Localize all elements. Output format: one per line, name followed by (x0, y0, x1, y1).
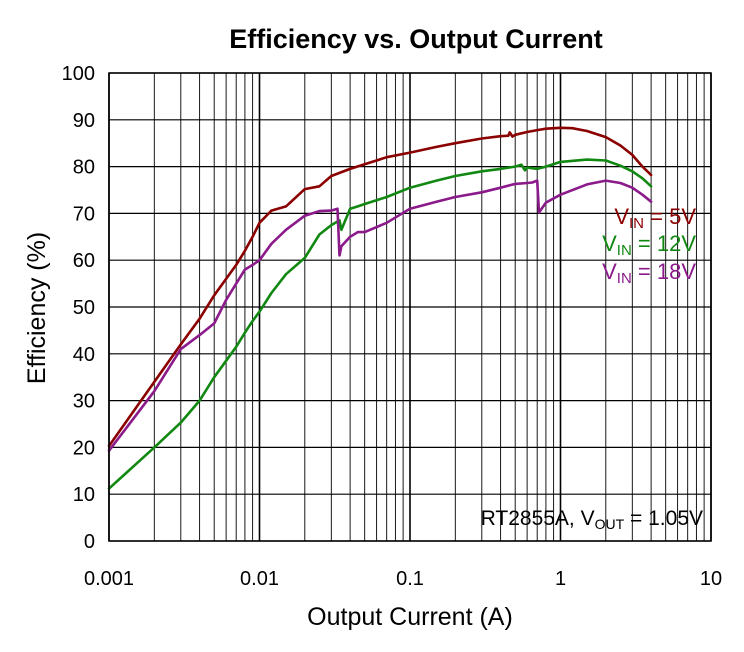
annotation-text: RT2855A, VOUT = 1.05V (481, 507, 703, 532)
y-axis-title: Efficiency (%) (23, 232, 51, 384)
x-axis-title: Output Current (A) (307, 603, 513, 631)
y-tick-label: 20 (73, 437, 95, 459)
x-axis-tick-labels: 0.001 0.01 0.1 1 10 (84, 568, 722, 590)
y-tick-label: 60 (73, 250, 95, 272)
y-tick-label: 50 (73, 297, 95, 319)
series-line-1 (107, 126, 653, 448)
device-annotation: RT2855A, VOUT = 1.05V (481, 507, 703, 532)
y-axis-tick-labels: 0 10 20 30 40 50 60 70 80 90 100 (62, 63, 95, 553)
x-tick-label: 0.001 (84, 568, 134, 590)
y-tick-label: 90 (73, 110, 95, 132)
legend-entry-1: VIN = 5V (614, 204, 696, 232)
series-lines (107, 126, 653, 490)
legend-entry-2: VIN = 12V (602, 231, 696, 259)
legend-entry-3: VIN = 18V (602, 259, 696, 287)
plot-area-frame (108, 72, 712, 542)
x-tick-label: 1 (555, 568, 566, 590)
x-tick-label: 0.1 (396, 568, 424, 590)
y-tick-label: 40 (73, 344, 95, 366)
y-tick-label: 100 (62, 63, 95, 85)
chart-title: Efficiency vs. Output Current (229, 24, 603, 54)
y-tick-label: 80 (73, 157, 95, 179)
y-tick-label: 30 (73, 391, 95, 413)
x-tick-label: 0.01 (240, 568, 279, 590)
y-tick-label: 0 (84, 531, 95, 553)
series-line-3 (107, 179, 653, 453)
y-tick-label: 10 (73, 484, 95, 506)
series-line-2 (107, 158, 653, 490)
x-tick-label: 10 (700, 568, 722, 590)
y-tick-label: 70 (73, 203, 95, 225)
